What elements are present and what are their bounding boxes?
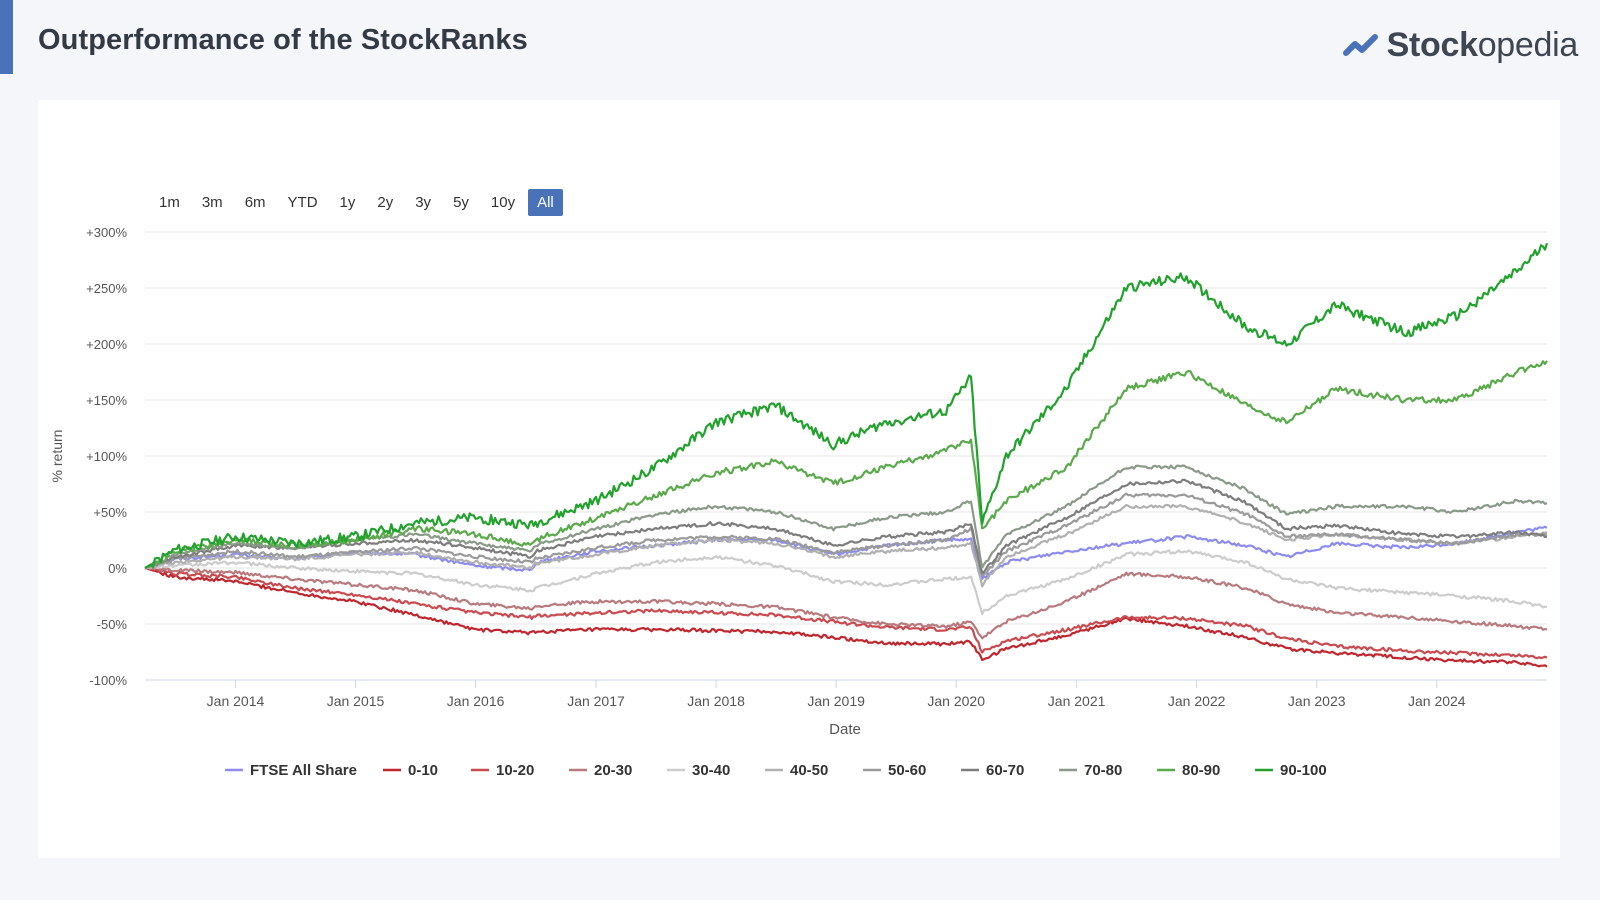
range-button-3y[interactable]: 3y	[415, 194, 432, 211]
range-button-6m[interactable]: 6m	[244, 194, 266, 211]
title-accent-bar	[0, 0, 13, 74]
logo-text: Stockopedia	[1386, 25, 1579, 64]
range-button-1y[interactable]: 1y	[339, 194, 356, 211]
range-button-all[interactable]: All	[528, 189, 563, 216]
range-button-2y[interactable]: 2y	[377, 194, 394, 211]
page-title: Outperformance of the StockRanks	[38, 24, 528, 56]
range-button-5y[interactable]: 5y	[453, 194, 469, 211]
range-button-1m[interactable]: 1m	[159, 194, 180, 211]
stockopedia-logo: Stockopedia	[1342, 22, 1579, 68]
range-button-ytd[interactable]: YTD	[287, 194, 318, 211]
range-button-10y[interactable]: 10y	[490, 194, 516, 211]
range-button-3m[interactable]: 3m	[201, 194, 223, 211]
logo-chart-icon	[1342, 34, 1378, 56]
range-selector: 1m 3m 6m YTD 1y 2y 3y 5y 10y All	[150, 189, 567, 216]
